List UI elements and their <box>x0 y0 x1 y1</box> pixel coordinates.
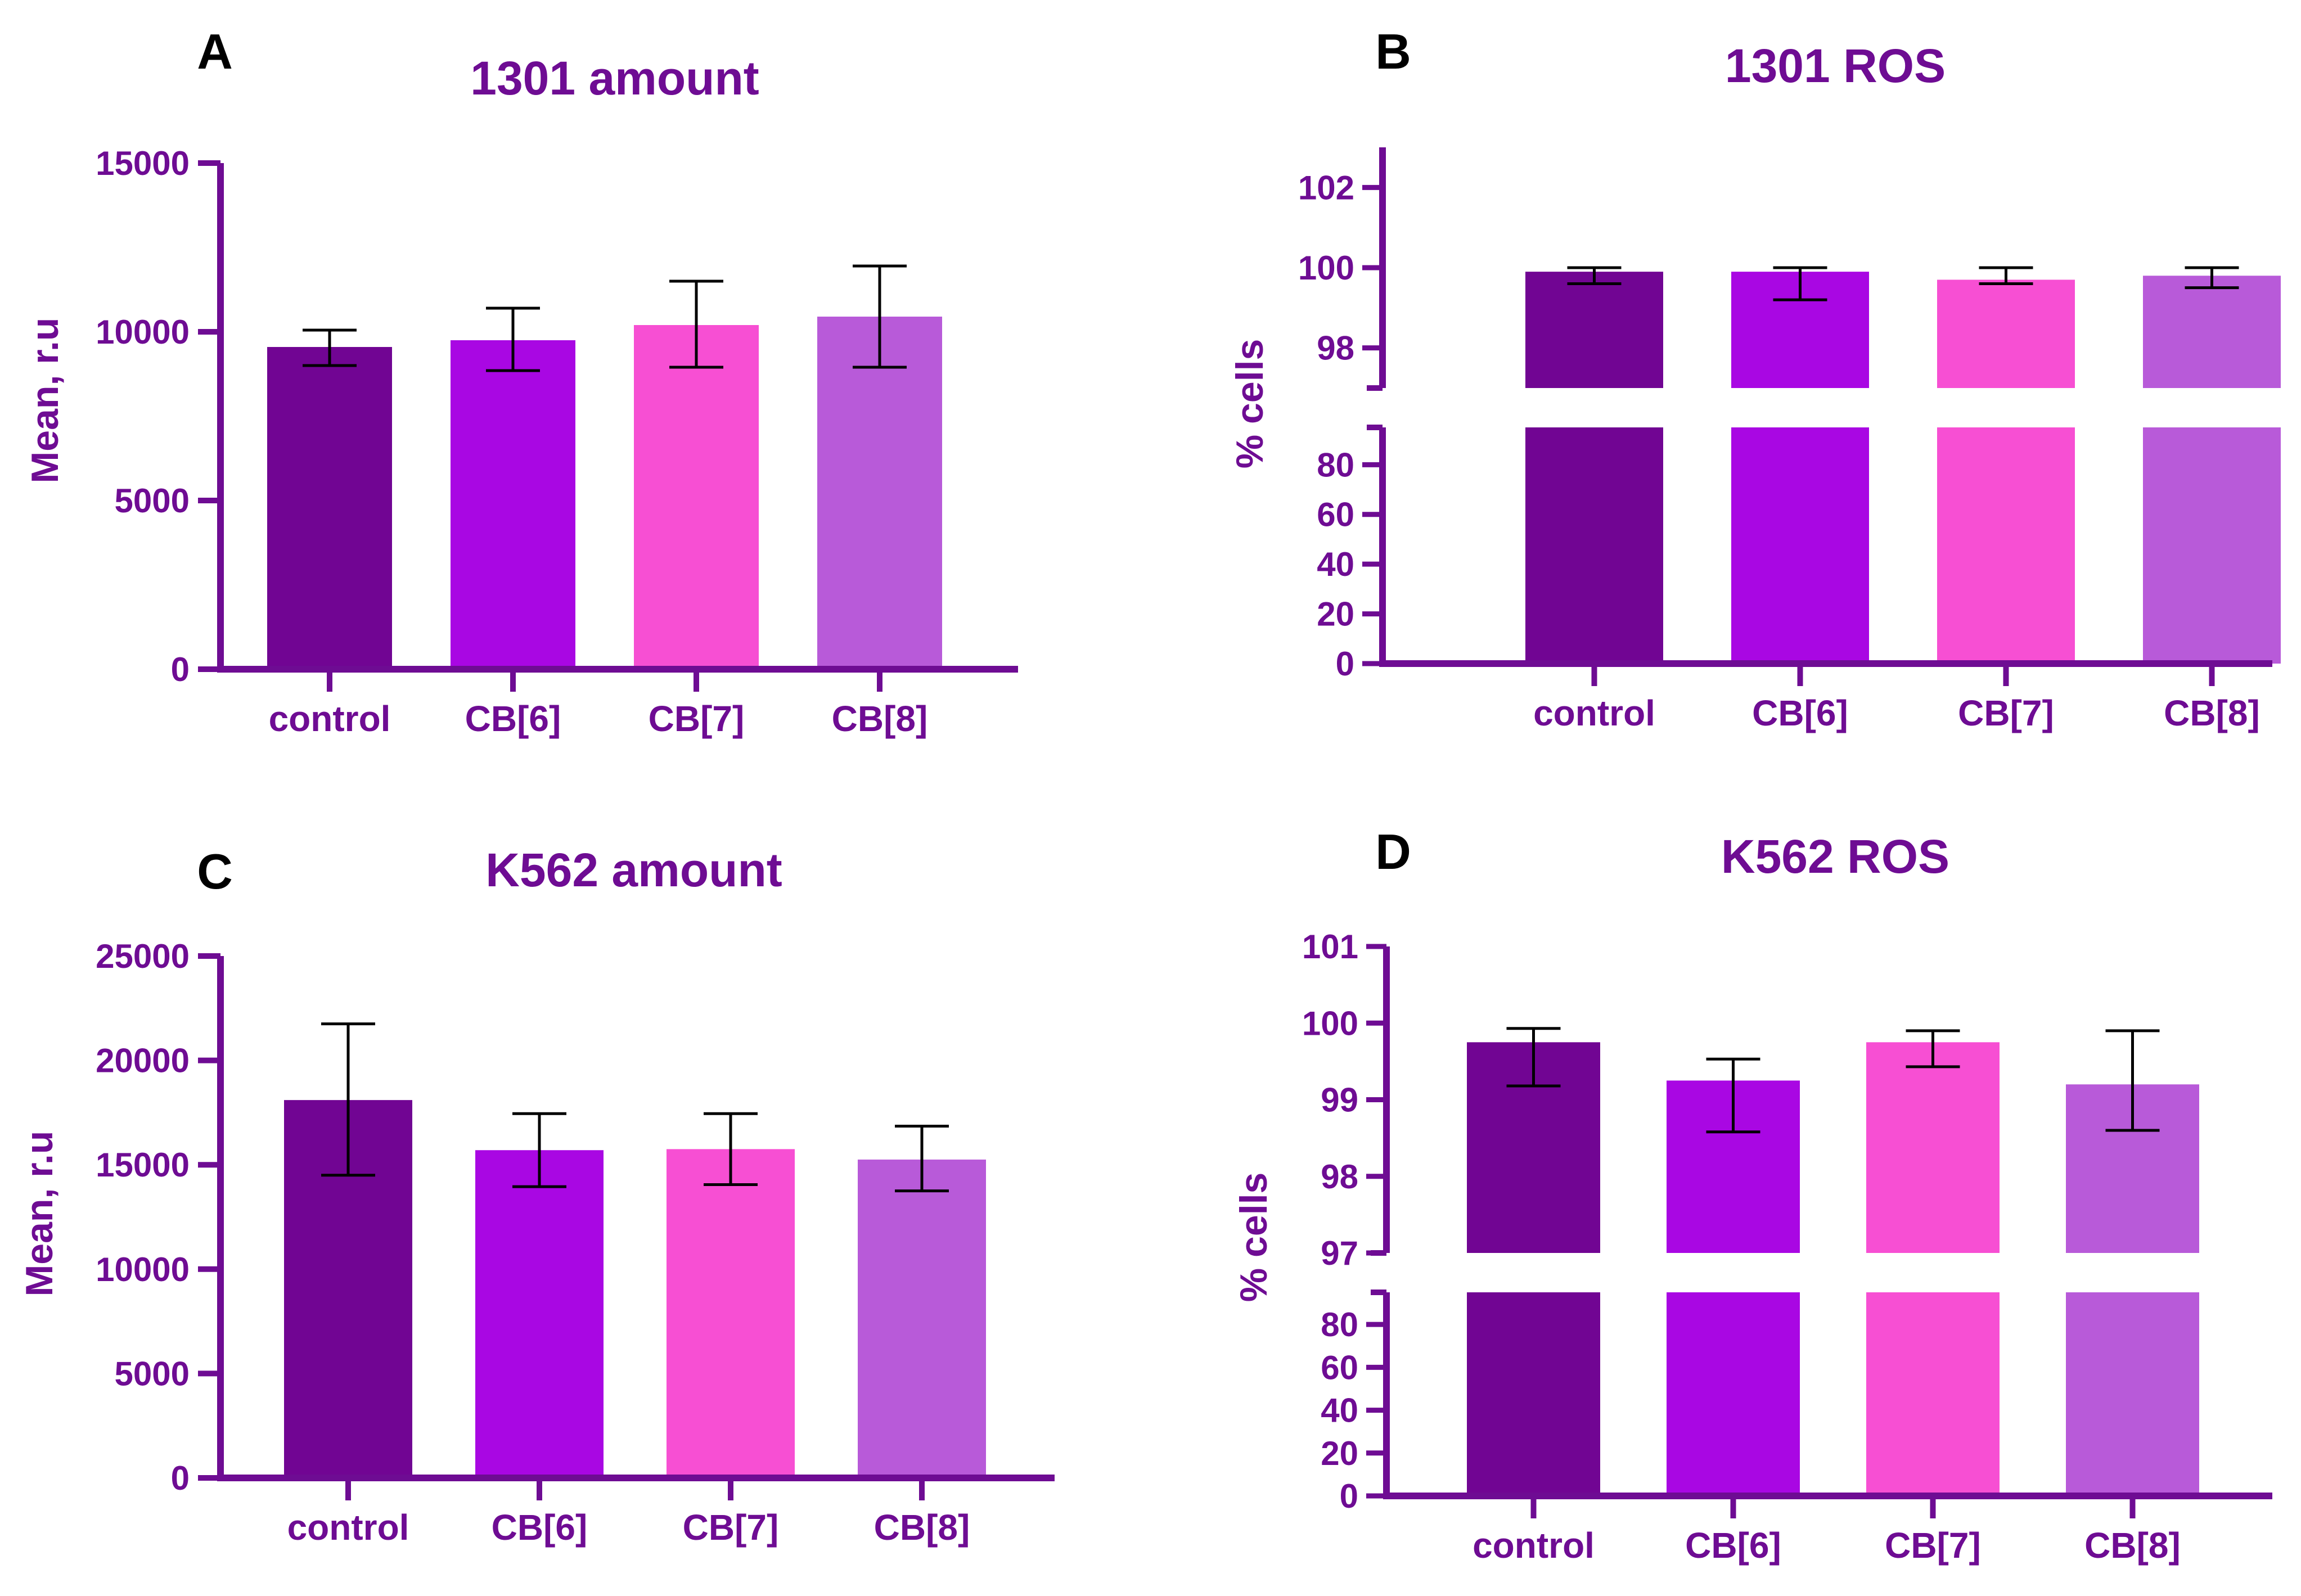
panel-c-title: K562 amount <box>485 844 782 896</box>
panel-d-upper-ytick-label-2: 99 <box>1321 1081 1358 1119</box>
panel-b-lower-ytick-label-0: 0 <box>1336 645 1354 683</box>
panel-a-error-bar-0 <box>303 328 357 367</box>
panel-c-ytick-label-5: 25000 <box>96 937 190 975</box>
panel-c-ytick-label-2: 10000 <box>96 1251 190 1288</box>
panel-a-letter: A <box>197 24 233 79</box>
panel-b: B 1301 ROS % cells 0 20 40 60 80 98 100 102 cont… <box>1228 24 2281 733</box>
panel-a-error-bar-3 <box>853 264 907 369</box>
panel-a-category-label-3: CB[8] <box>832 698 928 739</box>
panel-c-marks: 0 5000 10000 15000 20000 25000 control CB[6] CB[… <box>96 937 1055 1548</box>
panel-b-letter: B <box>1375 24 1411 79</box>
panel-b-upper-ytick-label-2: 102 <box>1298 169 1354 206</box>
panel-d-upper-ytick-label-0: 97 <box>1321 1234 1358 1272</box>
panel-d-lower-ytick-label-3: 60 <box>1321 1349 1358 1386</box>
panel-c-ytick-label-4: 20000 <box>96 1042 190 1080</box>
panel-c-category-label-1: CB[6] <box>492 1507 588 1548</box>
panel-d-upper-ytick-label-1: 98 <box>1321 1158 1358 1196</box>
panel-b-category-label-2: CB[7] <box>1958 693 2054 733</box>
panel-d-error-bar-1 <box>1706 1057 1760 1134</box>
panel-b-category-label-0: control <box>1533 693 1655 733</box>
panel-b-lower-ytick-label-2: 40 <box>1317 545 1354 583</box>
panel-a-category-label-0: control <box>269 698 391 739</box>
panel-a-bar-1 <box>451 340 575 669</box>
panel-b-bar-1 <box>1731 272 1869 664</box>
panel-d-lower-ytick-label-2: 40 <box>1321 1392 1358 1430</box>
panel-a-bar-3 <box>817 317 942 669</box>
panel-b-error-bar-1 <box>1773 266 1827 301</box>
panel-c-ytick-label-3: 15000 <box>96 1146 190 1184</box>
panel-b-error-bar-0 <box>1567 266 1622 286</box>
panel-c-error-bar-3 <box>895 1125 949 1193</box>
panel-d-category-label-3: CB[8] <box>2084 1525 2181 1566</box>
panel-c-category-label-2: CB[7] <box>683 1507 779 1548</box>
panel-a-ylabel: Mean, r.u <box>24 318 66 484</box>
panel-c-error-bar-2 <box>704 1112 758 1186</box>
panel-c-bar-1 <box>475 1150 604 1478</box>
panel-b-category-label-3: CB[8] <box>2164 693 2260 733</box>
panel-d-lower-ytick-label-1: 20 <box>1321 1435 1358 1472</box>
panel-a-marks: 0 5000 10000 15000 control CB[6] CB[7] CB[8] <box>96 145 1018 739</box>
panel-b-error-bar-3 <box>2185 266 2239 290</box>
panel-c-error-bar-0 <box>321 1022 375 1177</box>
panel-d-error-bar-2 <box>1906 1029 1960 1068</box>
panel-a-bar-2 <box>634 325 759 669</box>
panel-c-letter: C <box>197 844 233 899</box>
panel-c-ytick-label-1: 5000 <box>115 1355 190 1392</box>
panel-d-marks: 0 20 40 60 80 97 98 99 100 101 control CB[6] CB[7] CB… <box>1302 928 2272 1566</box>
panel-b-ylabel: % cells <box>1228 339 1271 469</box>
panel-a-ytick-label-0: 0 <box>171 651 190 688</box>
panel-d-error-bar-3 <box>2105 1029 2160 1132</box>
panel-c-category-label-3: CB[8] <box>874 1507 970 1548</box>
panel-a-bar-0 <box>267 347 392 669</box>
panel-b-bar-2 <box>1937 279 2075 664</box>
panel-d-category-label-1: CB[6] <box>1685 1525 1781 1566</box>
panel-d-bar-2 <box>1866 1042 2000 1496</box>
panel-b-category-label-1: CB[6] <box>1752 693 1848 733</box>
panel-d-lower-ytick-label-4: 80 <box>1321 1306 1358 1343</box>
panel-c-bar-3 <box>858 1159 986 1478</box>
panel-c-category-label-0: control <box>287 1507 409 1548</box>
panel-b-title: 1301 ROS <box>1725 39 1946 92</box>
panel-b-bar-0 <box>1525 272 1663 664</box>
panel-b-lower-ytick-label-3: 60 <box>1317 496 1354 534</box>
panel-d: D K562 ROS % cells 0 20 40 60 80 97 98 99 100 101… <box>1232 824 2272 1566</box>
panel-b-error-bar-2 <box>1979 266 2033 286</box>
panel-a-title: 1301 amount <box>470 52 759 105</box>
panel-c-bar-2 <box>667 1149 795 1478</box>
panel-a-ytick-label-2: 10000 <box>96 313 190 351</box>
panel-a-ytick-label-1: 5000 <box>115 482 190 520</box>
panel-d-bar-3 <box>2066 1084 2199 1496</box>
panel-b-marks: 0 20 40 60 80 98 100 102 control CB[6] CB[7] CB[8] <box>1298 147 2281 733</box>
panel-d-lower-ytick-label-0: 0 <box>1340 1477 1358 1515</box>
panel-b-lower-ytick-label-4: 80 <box>1317 446 1354 484</box>
panel-d-upper-ytick-label-3: 100 <box>1302 1004 1358 1042</box>
panel-b-bar-3 <box>2143 276 2281 664</box>
panel-d-error-bar-0 <box>1506 1027 1561 1088</box>
panel-d-ylabel: % cells <box>1232 1173 1275 1302</box>
panel-a-category-label-2: CB[7] <box>649 698 745 739</box>
panel-b-lower-ytick-label-1: 20 <box>1317 596 1354 633</box>
panel-d-upper-ytick-label-4: 101 <box>1302 928 1358 966</box>
panel-c-ylabel: Mean, r.u <box>18 1131 61 1297</box>
panel-a-error-bar-2 <box>669 279 723 369</box>
panel-a-category-label-1: CB[6] <box>465 698 561 739</box>
panel-d-title: K562 ROS <box>1721 830 1949 883</box>
panel-d-category-label-0: control <box>1473 1525 1595 1566</box>
panel-d-category-label-2: CB[7] <box>1885 1525 1981 1566</box>
panel-a-ytick-label-3: 15000 <box>96 145 190 182</box>
panel-c-ytick-label-0: 0 <box>171 1459 190 1497</box>
panel-c-error-bar-1 <box>512 1112 566 1188</box>
panel-a-error-bar-1 <box>486 306 540 372</box>
panel-c: C K562 amount Mean, r.u 0 5000 10000 15000 2… <box>18 844 1055 1548</box>
panel-a: A 1301 amount Mean, r.u 0 5000 10000 15000 c… <box>24 24 1018 739</box>
panel-b-upper-ytick-label-0: 98 <box>1317 330 1354 367</box>
panel-d-letter: D <box>1375 824 1411 880</box>
panel-b-upper-ytick-label-1: 100 <box>1298 249 1354 287</box>
